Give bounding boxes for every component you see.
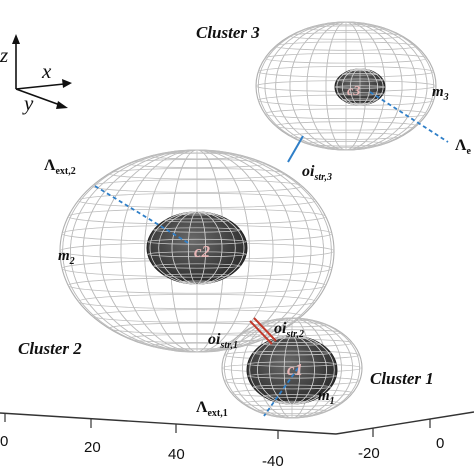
mass-m3-label: m3 (432, 84, 449, 103)
cluster-1-label: Cluster 1 (370, 369, 434, 388)
mass-m2-label: m2 (58, 248, 75, 267)
oi-str-2-label: oistr,2 (274, 320, 304, 340)
center-c2-label: c2 (194, 242, 211, 261)
y-axis-label: y (22, 91, 34, 115)
cluster-1-core (246, 335, 338, 405)
tick-label-x-0: 0 (0, 433, 8, 450)
oi-str-3-label: oistr,3 (302, 163, 332, 183)
oi-str-3-link (287, 135, 304, 163)
lambda-ext-3-label: Λe (455, 137, 471, 157)
oi-str-1-label: oistr,1 (208, 331, 238, 351)
lambda-ext-1-dashed-line (263, 367, 299, 417)
tick-label-y-neg20: -20 (358, 445, 380, 462)
lambda-ext-2-label: Λext,2 (44, 157, 76, 177)
x-axis-label: x (41, 59, 52, 83)
tick-label-x-20: 20 (84, 439, 101, 456)
cluster-3-core (334, 68, 386, 106)
cluster-2-core (146, 211, 248, 285)
tick-label-y-neg40: -40 (262, 453, 284, 470)
orientation-axes (12, 34, 72, 109)
lambda-ext-1-label: Λext,1 (196, 399, 228, 419)
mass-m1-label: m1 (318, 388, 335, 407)
tick-label-y-0: 0 (436, 435, 444, 452)
cluster-2-outer-sphere (59, 149, 335, 353)
lambda-ext-2-dashed-line (94, 185, 191, 245)
cluster-2-label: Cluster 2 (18, 339, 82, 358)
oi-str-red-link-b (253, 317, 277, 342)
tick-label-x-40: 40 (168, 446, 185, 463)
z-axis-label: z (0, 43, 8, 67)
center-c3-label: c3 (347, 84, 360, 99)
lambda-ext-3-dashed-line (369, 91, 449, 143)
cluster-3-label: Cluster 3 (196, 23, 260, 42)
center-c1-label: c1 (287, 360, 303, 379)
oi-str-red-link-a (249, 320, 273, 345)
xy-axis (0, 411, 474, 439)
